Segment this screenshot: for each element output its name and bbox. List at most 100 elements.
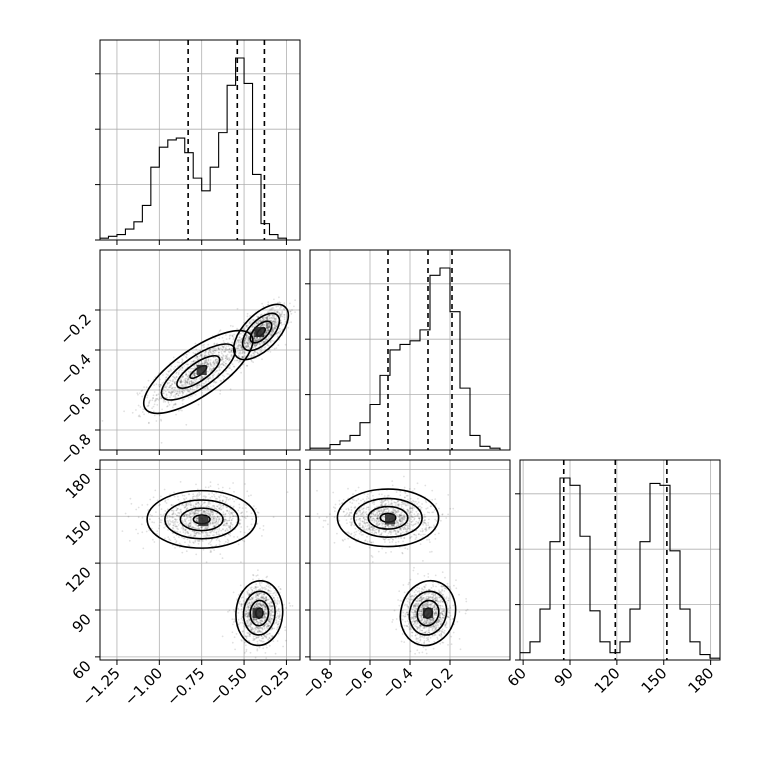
scatter-point — [281, 324, 283, 326]
scatter-point — [285, 607, 287, 609]
scatter-point — [247, 635, 249, 637]
scatter-point — [181, 369, 183, 371]
scatter-point — [174, 525, 176, 527]
scatter-point — [276, 601, 278, 603]
scatter-point — [230, 522, 232, 524]
scatter-point — [281, 313, 283, 315]
scatter-point — [231, 354, 233, 356]
scatter-point — [225, 365, 227, 367]
scatter-point — [233, 506, 235, 508]
scatter-point — [227, 529, 229, 531]
scatter-point — [228, 373, 230, 375]
scatter-point — [171, 521, 173, 523]
scatter-point — [190, 363, 192, 365]
scatter-point — [189, 525, 191, 527]
scatter-point — [165, 377, 167, 379]
scatter-point — [153, 406, 155, 408]
scatter-point — [214, 363, 216, 365]
scatter-point — [214, 337, 216, 339]
scatter-point — [216, 498, 218, 500]
scatter-point — [173, 395, 175, 397]
scatter-point — [251, 589, 253, 591]
scatter-point — [247, 616, 249, 618]
scatter-point — [139, 416, 141, 418]
scatter-point — [153, 411, 155, 413]
scatter-point — [138, 405, 140, 407]
scatter-point — [403, 476, 405, 478]
scatter-point — [215, 359, 217, 361]
scatter-point — [147, 405, 149, 407]
scatter-point — [149, 514, 151, 516]
scatter-point — [247, 340, 249, 342]
scatter-point — [185, 385, 187, 387]
scatter-point — [223, 346, 225, 348]
scatter-point — [246, 490, 248, 492]
scatter-point — [197, 528, 199, 530]
scatter-point — [289, 303, 291, 305]
scatter-point — [138, 507, 140, 509]
scatter-point — [215, 513, 217, 515]
scatter-point — [255, 508, 257, 510]
scatter-point — [174, 518, 176, 520]
scatter-point — [184, 382, 186, 384]
scatter-point — [427, 524, 429, 526]
scatter-point — [244, 532, 246, 534]
scatter-point — [336, 533, 338, 535]
scatter-point — [207, 344, 209, 346]
scatter-point — [241, 608, 243, 610]
scatter-point — [176, 509, 178, 511]
scatter-point — [223, 379, 225, 381]
scatter-point — [289, 311, 291, 313]
scatter-point — [225, 334, 227, 336]
scatter-point — [231, 369, 233, 371]
scatter-point — [207, 359, 209, 361]
scatter-point — [146, 386, 148, 388]
scatter-point — [198, 543, 200, 545]
scatter-point — [155, 511, 157, 513]
scatter-point — [197, 495, 199, 497]
scatter-point — [229, 610, 231, 612]
scatter-point — [192, 541, 194, 543]
scatter-point — [179, 369, 181, 371]
scatter-point — [152, 539, 154, 541]
scatter-point — [151, 407, 153, 409]
scatter-point — [160, 384, 162, 386]
scatter-point — [195, 554, 197, 556]
scatter-point — [271, 595, 273, 597]
scatter-point — [261, 303, 263, 305]
scatter-point — [384, 541, 386, 543]
scatter-point — [201, 526, 203, 528]
scatter-point — [412, 510, 414, 512]
scatter-point — [273, 640, 275, 642]
scatter-point — [169, 516, 171, 518]
scatter-point — [216, 505, 218, 507]
scatter-point — [243, 351, 245, 353]
scatter-point — [185, 505, 187, 507]
scatter-point — [424, 485, 426, 487]
scatter-point — [283, 323, 285, 325]
scatter-point — [233, 592, 235, 594]
scatter-point — [204, 388, 206, 390]
scatter-point — [205, 381, 207, 383]
scatter-point — [189, 545, 191, 547]
scatter-point — [251, 518, 253, 520]
scatter-point — [214, 349, 216, 351]
scatter-point — [173, 513, 175, 515]
scatter-point — [242, 331, 244, 333]
scatter-point — [180, 512, 182, 514]
scatter-point — [218, 338, 220, 340]
scatter-point — [205, 486, 207, 488]
scatter-point — [262, 605, 264, 607]
scatter-point — [257, 574, 259, 576]
scatter-point — [196, 518, 198, 520]
scatter-point — [378, 532, 380, 534]
scatter-point — [270, 622, 272, 624]
scatter-point — [220, 329, 222, 331]
scatter-point — [232, 642, 234, 644]
scatter-point — [257, 569, 259, 571]
scatter-point — [250, 587, 252, 589]
scatter-point — [229, 511, 231, 513]
scatter-point — [265, 609, 267, 611]
scatter-point — [273, 319, 275, 321]
scatter-point — [247, 592, 249, 594]
